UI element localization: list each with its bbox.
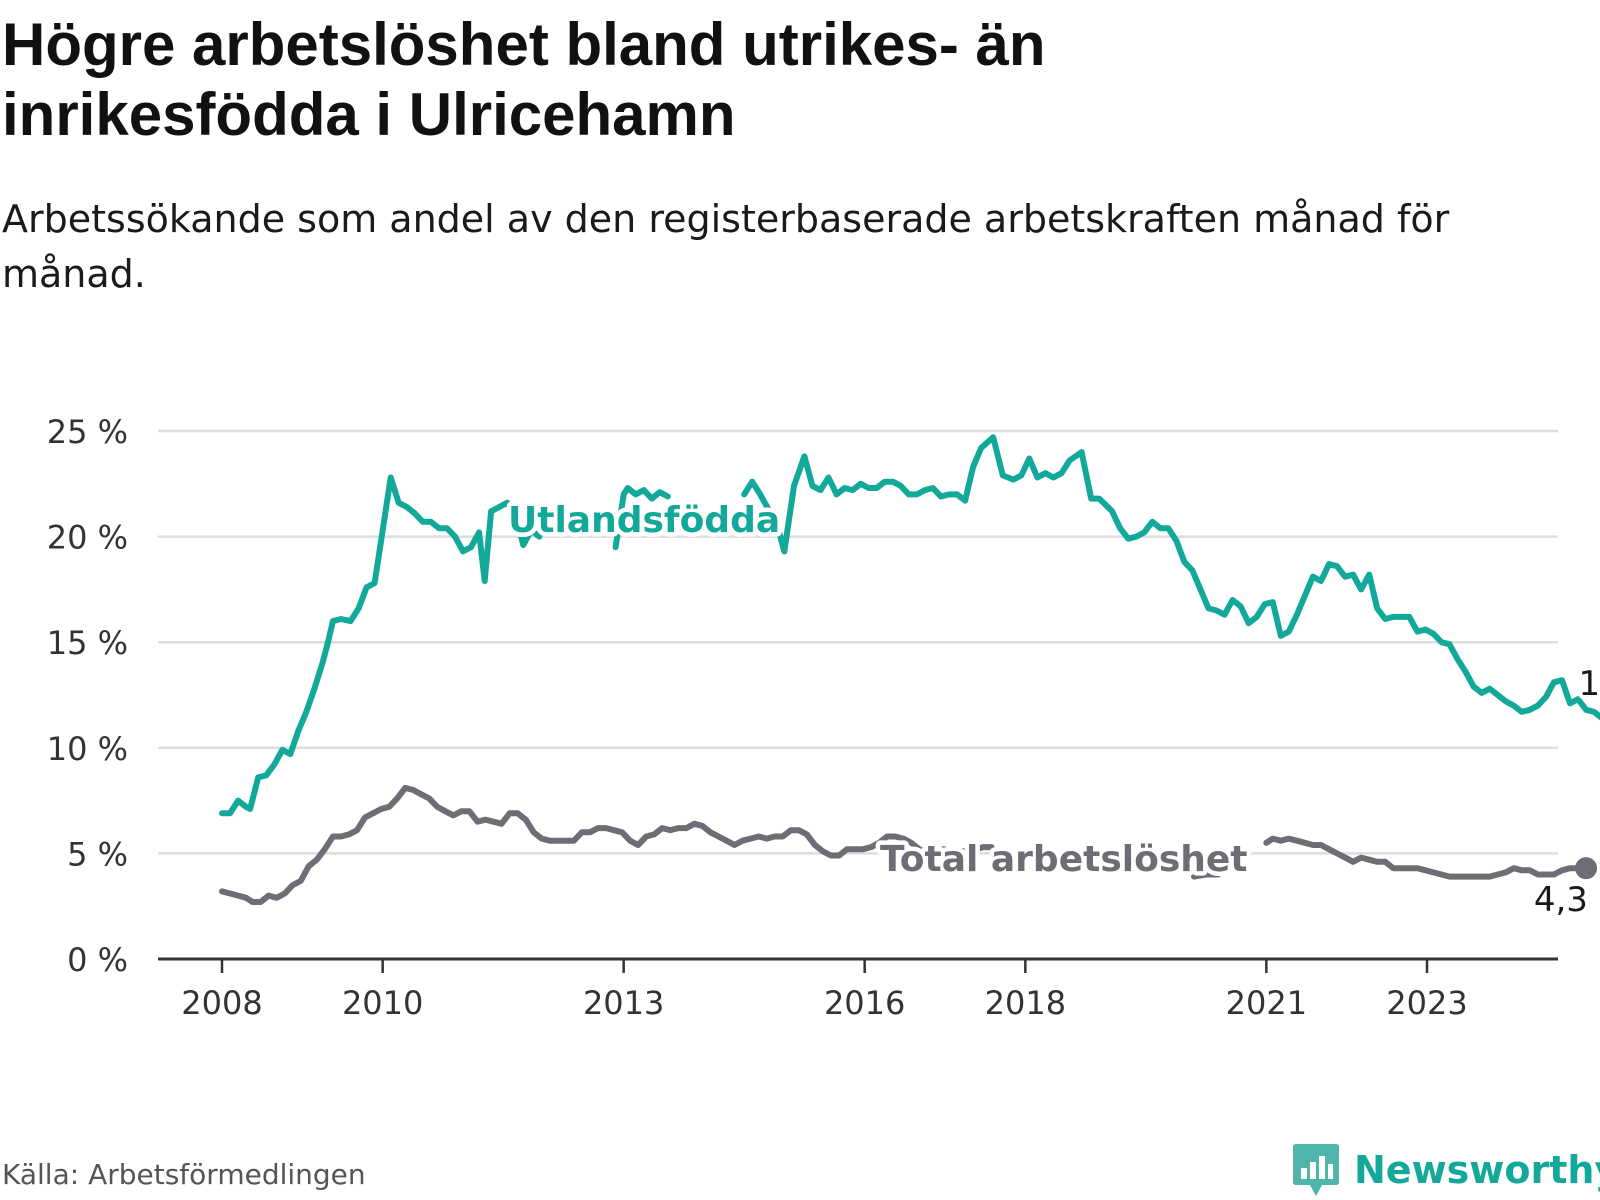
x-tick-label: 2013 (583, 984, 664, 1022)
series-line-utlandsfodda (741, 434, 1600, 721)
series-line-total (1263, 835, 1590, 880)
y-tick-label: 10 % (47, 730, 128, 768)
x-tick-label: 2010 (342, 984, 423, 1022)
series-line-utlandsfodda (612, 485, 671, 551)
x-tick-label: 2016 (824, 984, 905, 1022)
x-tick-label: 2023 (1386, 984, 1467, 1022)
series-line-total (219, 784, 995, 905)
end-value-label-utlandsfodda: 11,4 % (1578, 664, 1600, 704)
end-value-label-total: 4,3 % (1534, 880, 1600, 920)
series-end-marker-total (1575, 857, 1598, 880)
newsworthy-logo: Newsworthy (1292, 1140, 1600, 1200)
bar-chart-icon (1293, 1144, 1339, 1196)
series-line-total (1191, 871, 1222, 880)
source-note: Källa: Arbetsförmedlingen (2, 1158, 366, 1191)
y-tick-label: 20 % (47, 519, 128, 557)
y-tick-label: 15 % (47, 624, 128, 662)
x-tick-label: 2021 (1226, 984, 1307, 1022)
series-label-utlandsfodda: Utlandsfödda (508, 500, 780, 541)
series-label-total: Total arbetslöshet (880, 839, 1248, 880)
y-tick-label: 5 % (67, 835, 128, 873)
chart-subtitle: Arbetssökande som andel av den registerb… (2, 197, 1450, 296)
x-tick-label: 2018 (985, 984, 1066, 1022)
chart-title: Högre arbetslöshet bland utrikes- än inr… (2, 11, 1046, 148)
series-line-utlandsfodda (219, 474, 543, 817)
x-tick-label: 2008 (181, 984, 262, 1022)
logo-text: Newsworthy (1354, 1148, 1600, 1192)
y-tick-label: 25 % (47, 413, 128, 451)
y-tick-label: 0 % (67, 941, 128, 979)
